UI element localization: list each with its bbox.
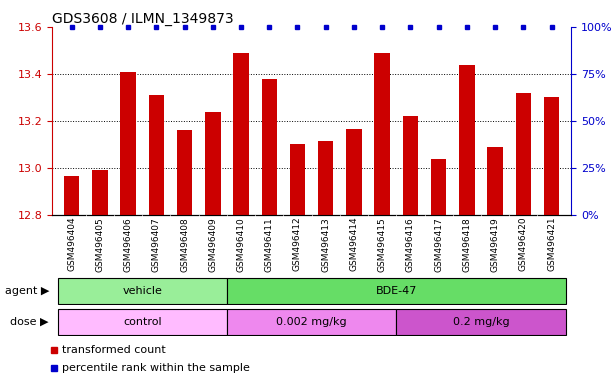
Bar: [516, 93, 531, 215]
Bar: [403, 116, 418, 215]
Bar: [397, 309, 566, 334]
Text: percentile rank within the sample: percentile rank within the sample: [62, 363, 250, 373]
Bar: [227, 309, 397, 334]
Text: GSM496406: GSM496406: [123, 217, 133, 271]
Bar: [488, 147, 503, 215]
Text: GSM496404: GSM496404: [67, 217, 76, 271]
Text: GSM496419: GSM496419: [491, 217, 500, 271]
Bar: [57, 278, 227, 304]
Text: GSM496421: GSM496421: [547, 217, 556, 271]
Text: 0.2 mg/kg: 0.2 mg/kg: [453, 316, 510, 327]
Bar: [57, 309, 227, 334]
Text: GSM496418: GSM496418: [463, 217, 471, 271]
Text: control: control: [123, 316, 161, 327]
Text: GSM496420: GSM496420: [519, 217, 528, 271]
Text: GSM496416: GSM496416: [406, 217, 415, 271]
Text: 0.002 mg/kg: 0.002 mg/kg: [276, 316, 347, 327]
Bar: [262, 79, 277, 215]
Bar: [227, 278, 566, 304]
Text: GSM496417: GSM496417: [434, 217, 443, 271]
Text: vehicle: vehicle: [122, 286, 162, 296]
Text: agent ▶: agent ▶: [4, 286, 49, 296]
Bar: [64, 176, 79, 215]
Text: GSM496410: GSM496410: [236, 217, 246, 271]
Text: GSM496405: GSM496405: [95, 217, 104, 271]
Bar: [177, 131, 192, 215]
Text: GSM496412: GSM496412: [293, 217, 302, 271]
Text: dose ▶: dose ▶: [10, 316, 49, 327]
Bar: [148, 95, 164, 215]
Text: GDS3608 / ILMN_1349873: GDS3608 / ILMN_1349873: [52, 12, 233, 26]
Bar: [375, 53, 390, 215]
Text: GSM496414: GSM496414: [349, 217, 359, 271]
Bar: [544, 98, 559, 215]
Text: transformed count: transformed count: [62, 345, 166, 355]
Bar: [290, 144, 306, 215]
Bar: [346, 129, 362, 215]
Bar: [233, 53, 249, 215]
Bar: [205, 111, 221, 215]
Text: BDE-47: BDE-47: [376, 286, 417, 296]
Text: GSM496415: GSM496415: [378, 217, 387, 271]
Bar: [431, 159, 447, 215]
Text: GSM496411: GSM496411: [265, 217, 274, 271]
Text: GSM496413: GSM496413: [321, 217, 330, 271]
Text: GSM496408: GSM496408: [180, 217, 189, 271]
Text: GSM496409: GSM496409: [208, 217, 218, 271]
Text: GSM496407: GSM496407: [152, 217, 161, 271]
Bar: [120, 71, 136, 215]
Bar: [318, 141, 334, 215]
Bar: [459, 65, 475, 215]
Bar: [92, 170, 108, 215]
